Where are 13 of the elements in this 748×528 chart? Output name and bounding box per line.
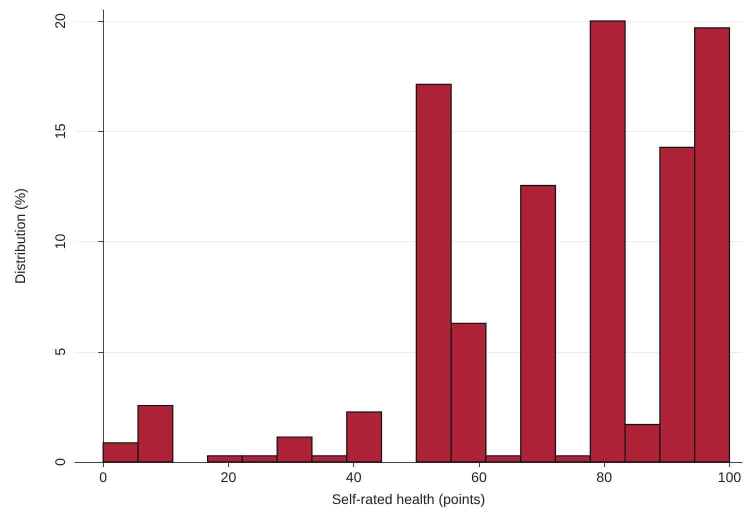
y-tick-label: 5	[52, 348, 68, 356]
y-tick-label: 15	[52, 123, 68, 140]
y-tick-label: 20	[52, 13, 68, 29]
y-tick-label: 0	[52, 458, 68, 466]
x-tick-label: 0	[99, 469, 108, 485]
x-tick-label: 20	[220, 469, 236, 485]
x-tick-label: 100	[718, 469, 742, 485]
x-axis-title: Self-rated health (points)	[332, 491, 486, 507]
y-tick-label: 10	[52, 234, 68, 250]
x-tick-label: 40	[346, 469, 362, 485]
y-axis-title: Distribution (%)	[12, 188, 28, 284]
x-tick-label: 80	[596, 469, 612, 485]
x-tick-label: 60	[471, 469, 487, 485]
